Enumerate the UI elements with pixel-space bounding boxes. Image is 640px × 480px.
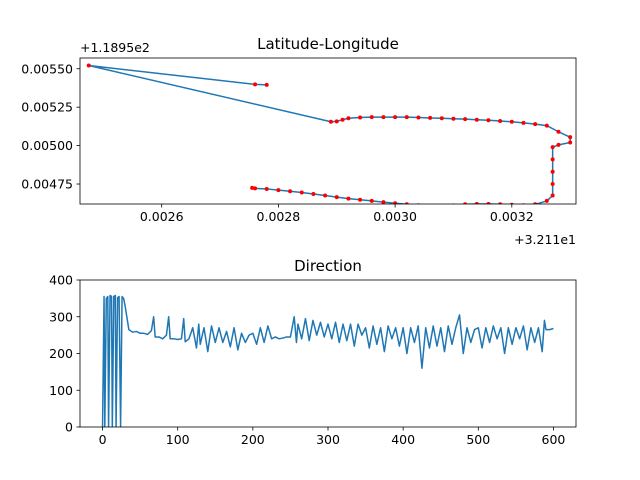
latlon-data-point bbox=[358, 115, 363, 120]
latlon-data-point bbox=[346, 116, 351, 121]
latlon-chart: Latitude-Longitude +1.1895e2 0.0026 0.002… bbox=[21, 35, 577, 247]
latlon-data-point bbox=[428, 115, 433, 120]
latlon-data-point bbox=[544, 198, 549, 203]
latlon-y-tick-label: 0.00525 bbox=[21, 100, 73, 115]
latlon-data-point bbox=[264, 186, 269, 191]
latlon-x-offset-label: +3.211e1 bbox=[514, 232, 576, 247]
latlon-data-point bbox=[550, 193, 555, 198]
latlon-data-point bbox=[323, 193, 328, 198]
latlon-data-point bbox=[346, 196, 351, 201]
latlon-data-point bbox=[486, 118, 491, 123]
latlon-data-point bbox=[498, 119, 503, 124]
latlon-data-point bbox=[250, 185, 255, 190]
latlon-data-point bbox=[568, 140, 573, 145]
latlon-x-tick-label: 0.0028 bbox=[257, 209, 301, 224]
latlon-data-point bbox=[288, 189, 293, 194]
latlon-data-point bbox=[550, 145, 555, 150]
latlon-data-point bbox=[393, 115, 398, 120]
latlon-data-point bbox=[428, 204, 432, 208]
direction-axes-frame bbox=[79, 279, 577, 428]
latlon-data-point bbox=[568, 135, 573, 140]
direction-y-tick-label: 100 bbox=[49, 383, 73, 398]
latlon-data-point bbox=[86, 63, 91, 68]
latlon-data-point bbox=[463, 202, 468, 204]
latlon-data-point bbox=[276, 188, 281, 193]
direction-x-tick-label: 400 bbox=[391, 432, 415, 447]
latlon-data-point bbox=[440, 204, 444, 208]
latlon-data-point bbox=[369, 198, 374, 203]
latlon-data-point bbox=[474, 202, 479, 204]
latlon-data-point bbox=[544, 123, 549, 128]
latlon-data-point bbox=[498, 202, 503, 204]
direction-x-tick-label: 500 bbox=[466, 432, 490, 447]
latlon-data-point bbox=[439, 116, 444, 121]
direction-y-ticks: 0 100 200 300 400 bbox=[49, 273, 80, 435]
latlon-data-point bbox=[334, 195, 339, 200]
latlon-y-ticks: 0.00475 0.00500 0.00525 0.00550 bbox=[21, 61, 80, 192]
latlon-data-point bbox=[509, 119, 514, 124]
direction-chart: Direction 0 100 200 300 400 500 600 0 100 200 300… bbox=[49, 257, 577, 447]
latlon-data-point bbox=[253, 82, 258, 87]
latlon-y-offset-label: +1.1895e2 bbox=[80, 40, 150, 55]
latlon-plot-area bbox=[86, 63, 573, 208]
latlon-data-point bbox=[381, 200, 386, 204]
latlon-data-point bbox=[533, 122, 538, 127]
latlon-data-point bbox=[381, 115, 386, 120]
direction-y-tick-label: 0 bbox=[65, 420, 73, 435]
latlon-data-point bbox=[556, 142, 561, 147]
latlon-data-point bbox=[550, 182, 555, 187]
latlon-x-tick-label: 0.0032 bbox=[490, 209, 534, 224]
latlon-data-point bbox=[369, 115, 374, 120]
latlon-data-point bbox=[463, 117, 468, 122]
latlon-data-point bbox=[451, 116, 456, 121]
latlon-data-point bbox=[311, 192, 316, 197]
direction-x-tick-label: 600 bbox=[542, 432, 566, 447]
latlon-x-tick-label: 0.0026 bbox=[140, 209, 184, 224]
direction-x-tick-label: 200 bbox=[241, 432, 265, 447]
latlon-x-ticks: 0.0026 0.0028 0.0030 0.0032 bbox=[140, 204, 534, 224]
latlon-data-point bbox=[550, 157, 555, 162]
latlon-data-point bbox=[264, 82, 269, 87]
latlon-data-point bbox=[328, 119, 333, 124]
direction-title: Direction bbox=[294, 257, 362, 275]
latlon-data-point bbox=[334, 119, 339, 124]
latlon-data-point bbox=[393, 201, 398, 204]
direction-x-tick-label: 0 bbox=[99, 432, 107, 447]
direction-y-tick-label: 400 bbox=[49, 273, 73, 288]
latlon-title: Latitude-Longitude bbox=[257, 35, 399, 53]
latlon-data-point bbox=[521, 120, 526, 125]
latlon-y-tick-label: 0.00550 bbox=[21, 61, 73, 76]
latlon-data-point bbox=[299, 190, 304, 195]
direction-y-tick-label: 200 bbox=[49, 346, 73, 361]
latlon-data-point bbox=[556, 129, 561, 134]
latlon-y-tick-label: 0.00500 bbox=[21, 138, 73, 153]
latlon-data-point bbox=[550, 169, 555, 174]
latlon-data-point bbox=[533, 202, 538, 204]
latlon-y-tick-label: 0.00475 bbox=[21, 177, 73, 192]
latlon-x-tick-label: 0.0030 bbox=[373, 209, 417, 224]
latlon-series-line bbox=[88, 64, 571, 204]
latlon-data-point bbox=[474, 117, 479, 122]
latlon-data-point bbox=[486, 202, 491, 204]
direction-y-tick-label: 300 bbox=[49, 309, 73, 324]
direction-plot-area bbox=[101, 294, 554, 427]
direction-series-line bbox=[101, 294, 554, 427]
latlon-axes-frame bbox=[79, 57, 577, 205]
latlon-data-point bbox=[340, 117, 345, 122]
latlon-data-point bbox=[404, 115, 409, 120]
direction-x-tick-label: 100 bbox=[166, 432, 190, 447]
direction-x-ticks: 0 100 200 300 400 500 600 bbox=[99, 427, 566, 447]
latlon-data-point bbox=[358, 197, 363, 202]
latlon-data-point bbox=[416, 115, 421, 120]
latlon-data-point bbox=[404, 202, 409, 204]
direction-x-tick-label: 300 bbox=[316, 432, 340, 447]
